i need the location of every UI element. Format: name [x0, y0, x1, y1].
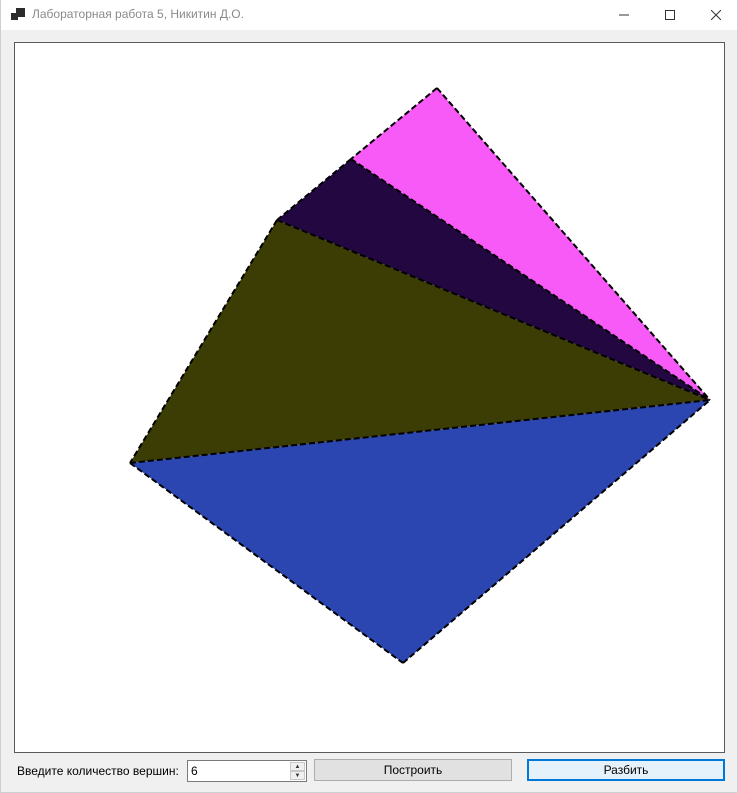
minimize-button[interactable] — [601, 0, 647, 30]
drawing-canvas[interactable] — [14, 42, 725, 753]
polygon-edge — [350, 87, 438, 160]
maximize-button[interactable] — [647, 0, 693, 30]
triangle-pink — [351, 88, 710, 400]
close-button[interactable] — [693, 0, 738, 30]
build-button[interactable]: Построить — [314, 759, 512, 781]
polygon-edge — [129, 462, 404, 664]
polygon-edge — [129, 399, 711, 464]
polygon-edge — [350, 158, 711, 401]
vertices-count-field[interactable] — [189, 762, 293, 780]
split-button[interactable]: Разбить — [527, 759, 725, 781]
polygon-edge — [276, 219, 711, 401]
window-title: Лабораторная работа 5, Никитин Д.О. — [32, 7, 244, 21]
close-icon — [711, 10, 721, 20]
spin-up-icon[interactable]: ▲ — [290, 762, 305, 771]
polygon-drawing — [129, 87, 711, 664]
triangle-blue — [130, 400, 710, 663]
polygon-edge — [129, 219, 278, 464]
spin-down-icon[interactable]: ▼ — [290, 771, 305, 780]
minimize-icon — [619, 14, 629, 16]
triangle-olive — [130, 220, 710, 463]
title-bar: Лабораторная работа 5, Никитин Д.О. — [1, 0, 737, 30]
app-icon — [11, 8, 25, 22]
polygon-edge — [436, 87, 711, 401]
polygon-edge — [276, 158, 352, 221]
vertices-count-input[interactable]: ▲ ▼ — [187, 760, 307, 782]
triangle-dark-purple — [277, 159, 710, 400]
vertices-count-label: Введите количество вершин: — [17, 764, 179, 778]
maximize-icon — [665, 10, 675, 20]
polygon-edge — [402, 399, 711, 664]
vertices-spinner[interactable]: ▲ ▼ — [290, 762, 305, 780]
